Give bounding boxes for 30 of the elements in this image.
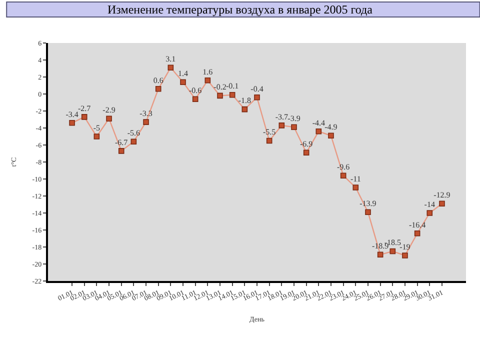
- data-label: -6.9: [300, 140, 313, 149]
- data-label: -4.4: [312, 118, 325, 128]
- data-label: -0.2: [214, 82, 226, 92]
- data-label: -9.6: [336, 162, 350, 172]
- data-label: -2.9: [102, 106, 116, 115]
- chart-title: Изменение температуры воздуха в январе 2005 года: [107, 2, 374, 17]
- data-label: -12.9: [434, 190, 450, 200]
- data-label: -5.5: [262, 128, 276, 137]
- data-label: -5: [93, 123, 100, 132]
- data-label: -6.7: [115, 138, 128, 147]
- data-label: -0.6: [189, 86, 202, 95]
- data-label: -13.9: [360, 199, 376, 208]
- data-label: 0.6: [153, 76, 164, 85]
- data-label: -0.4: [250, 84, 264, 94]
- data-label: -3.9: [288, 114, 300, 124]
- data-label: -4.9: [324, 122, 338, 132]
- data-label: -16.4: [408, 220, 426, 230]
- data-label: -3.4: [66, 110, 78, 119]
- data-label: -0.1: [226, 82, 239, 91]
- data-label: 3.1: [166, 54, 176, 64]
- data-label: -1.8: [238, 96, 252, 106]
- data-label: -3.3: [140, 108, 152, 118]
- data-label: 1.4: [178, 68, 188, 78]
- data-label: -11: [350, 174, 361, 184]
- data-label: -2.7: [78, 104, 91, 113]
- data-label: 1.6: [202, 67, 213, 76]
- data-label: -14: [424, 200, 435, 209]
- data-label: -19: [400, 242, 410, 252]
- data-label: -5.6: [127, 128, 140, 138]
- data-label: -3.7: [275, 112, 288, 122]
